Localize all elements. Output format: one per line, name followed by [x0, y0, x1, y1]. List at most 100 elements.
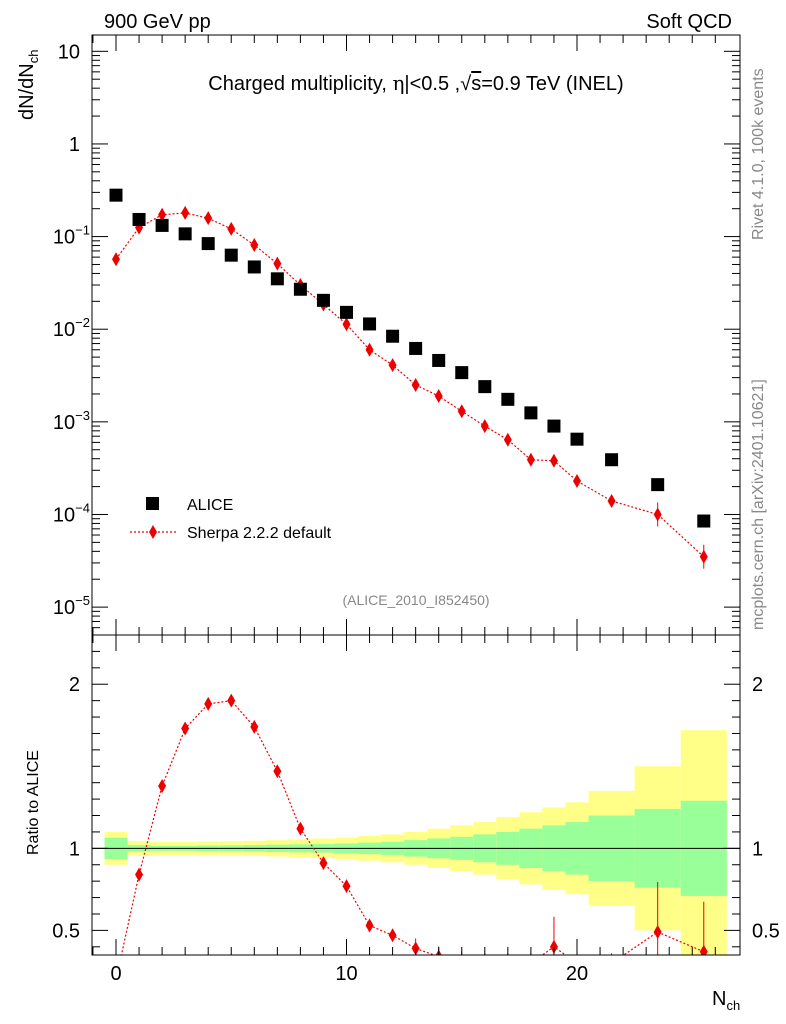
data-point: [409, 341, 423, 355]
xtick-label: 20: [566, 963, 588, 985]
mc-point: [653, 507, 662, 522]
ratio-point: [273, 764, 282, 779]
mc-point: [342, 317, 351, 332]
data-point: [478, 380, 492, 394]
main-ylabel-sub: ch: [26, 50, 41, 64]
main-ytick-label: 1: [69, 134, 80, 156]
legend-data-label: ALICE: [187, 497, 233, 514]
data-point: [651, 478, 665, 492]
ratio-point: [204, 696, 213, 711]
main-ytick-label: 10−2: [53, 315, 90, 341]
title-mid: |<0.5 ,: [404, 73, 460, 95]
data-point: [501, 392, 515, 406]
mc-point: [365, 342, 374, 357]
ratio-point: [549, 939, 558, 954]
xlabel: Nch: [712, 988, 740, 1013]
ytick-base: 10: [58, 41, 80, 63]
data-point: [201, 237, 215, 251]
ratio-ytick-label-right: 0.5: [752, 920, 780, 942]
title-post: =0.9 TeV (INEL): [481, 73, 623, 95]
ratio-ytick-label: 1: [69, 838, 80, 860]
main-ytick-label: 10−5: [53, 593, 90, 619]
ratio-point: [342, 879, 351, 894]
legend-mc-marker: [149, 525, 157, 539]
xlabel-main: N: [712, 988, 726, 1010]
mc-point: [204, 211, 213, 226]
ratio-point: [527, 956, 535, 970]
mc-point: [457, 404, 466, 419]
data-point: [386, 329, 400, 343]
ratio-ytick-label: 0.5: [52, 920, 80, 942]
ratio-ytick-label: 2: [69, 674, 80, 696]
mc-point: [181, 205, 190, 220]
ratio-ylabel: Ratio to ALICE: [25, 750, 42, 855]
legend-data-marker: [146, 497, 159, 510]
data-point: [316, 293, 330, 307]
ratio-point: [250, 719, 259, 734]
data-point: [224, 248, 238, 262]
data-point: [132, 212, 146, 226]
mc-line: [115, 212, 705, 558]
ratio-point: [699, 944, 708, 955]
data-point: [340, 305, 353, 319]
xlabel-sub: ch: [726, 998, 740, 1013]
ytick-base: 10: [53, 504, 75, 526]
data-point: [432, 353, 446, 367]
main-ytick-label: 10−3: [53, 408, 90, 434]
ratio-panel: 0.5 0.51 12 20 10 20 Ratio to ALICE: [25, 634, 780, 985]
data-point: [524, 406, 538, 420]
ratio-mc-line: [120, 700, 705, 955]
mc-point: [411, 377, 420, 392]
mc-point: [549, 453, 558, 468]
legend-mc-label: Sherpa 2.2.2 default: [187, 525, 332, 542]
data-point: [178, 227, 192, 241]
mc-point: [480, 419, 489, 434]
chart-title: Charged multiplicity, η|<0.5 ,√s=0.9 TeV…: [208, 71, 623, 95]
data-point: [570, 432, 584, 446]
title-pre: Charged multiplicity,: [208, 73, 392, 95]
ratio-point: [158, 778, 167, 793]
ratio-point: [181, 721, 190, 736]
ratio-point: [388, 928, 397, 943]
ratio-point: [608, 956, 616, 970]
data-point: [247, 260, 261, 274]
analysis-label: (ALICE_2010_I852450): [342, 592, 489, 608]
ratio-point: [653, 925, 662, 940]
ytick-exp: −3: [75, 408, 90, 423]
ratio-ytick-label-right: 1: [752, 838, 763, 860]
mc-point: [503, 432, 512, 447]
mc-point: [112, 252, 120, 267]
data-point: [605, 453, 619, 467]
ytick-exp: −5: [75, 593, 90, 608]
xtick-label: 10: [335, 963, 357, 985]
ytick-base: 10: [53, 319, 75, 341]
ytick-exp: −1: [75, 223, 90, 238]
main-ylabel: dN/dNch: [16, 50, 41, 120]
ratio-mc-series: [120, 693, 708, 970]
rivet-label: Rivet 4.1.0, 100k events: [750, 68, 767, 240]
data-series: [109, 188, 711, 528]
mc-point: [434, 389, 443, 404]
mc-point: [227, 221, 236, 236]
data-point: [270, 272, 284, 286]
mc-point: [250, 238, 259, 253]
ratio-ticks: 0.5 0.51 12 20 10 20: [52, 635, 780, 985]
mcplots-label: mcplots.cern.ch [arXiv:2401.10621]: [750, 379, 767, 630]
ratio-point: [365, 918, 374, 933]
main-ytick-label: 10: [58, 41, 80, 63]
title-eta: η: [392, 71, 404, 95]
data-point: [155, 218, 169, 232]
title-sqrt: √: [460, 73, 471, 95]
ytick-base: 1: [69, 134, 80, 156]
ytick-base: 10: [53, 412, 75, 434]
mc-point: [526, 452, 535, 467]
ratio-point: [227, 693, 236, 708]
mc-point: [273, 256, 282, 271]
title-s: s: [471, 73, 481, 95]
ratio-point: [135, 867, 144, 882]
main-ylabel-main: dN/dN: [16, 63, 38, 120]
ratio-point: [481, 956, 489, 970]
ratio-panel-frame: [91, 634, 741, 956]
